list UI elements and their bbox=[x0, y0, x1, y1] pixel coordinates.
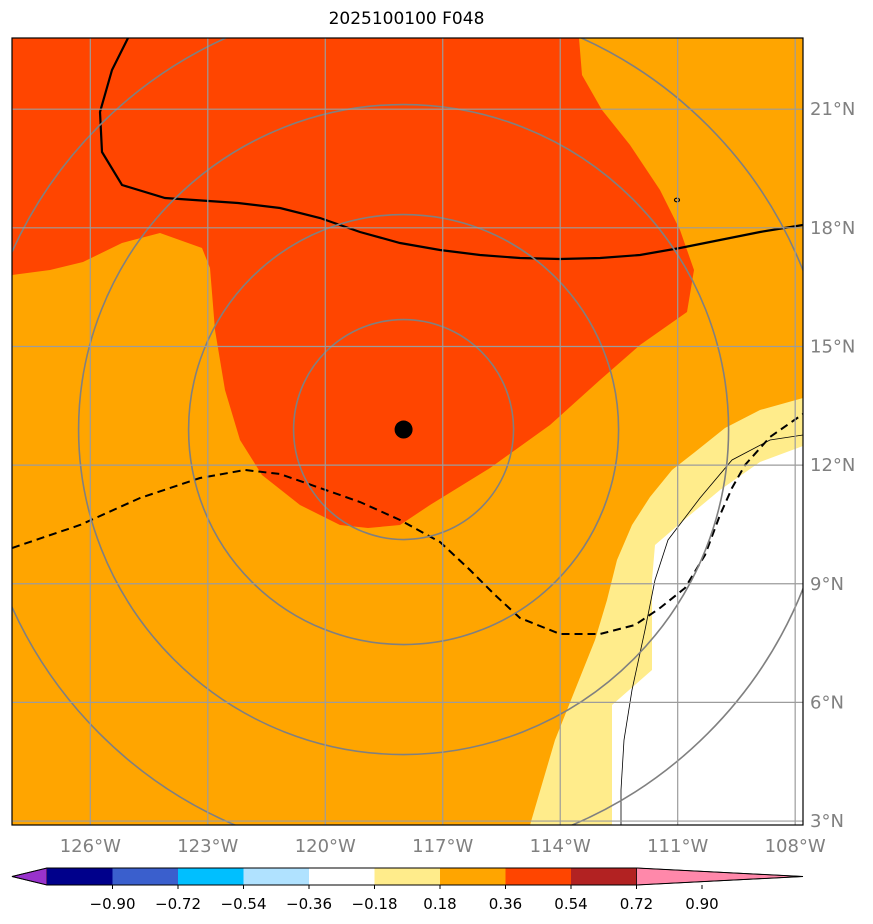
colorbar-tick-label: 0.36 bbox=[489, 895, 522, 913]
dashed-contour bbox=[12, 413, 803, 635]
lat-tick-label: 3°N bbox=[810, 811, 844, 832]
gridlines bbox=[12, 38, 803, 825]
lon-tick-label: 120°W bbox=[295, 836, 356, 857]
coastline bbox=[620, 434, 803, 825]
range-ring bbox=[187, 213, 620, 646]
lat-tick-label: 21°N bbox=[810, 99, 855, 120]
lat-tick-labels: 21°N 18°N 15°N 12°N 9°N 6°N 3°N bbox=[810, 99, 855, 832]
colorbar-segment bbox=[47, 868, 113, 885]
field-none bbox=[612, 446, 803, 825]
island bbox=[673, 197, 681, 203]
lat-tick-label: 12°N bbox=[810, 455, 855, 476]
solid-contour bbox=[98, 38, 803, 261]
lat-tick-label: 15°N bbox=[810, 336, 855, 357]
lat-tick-label: 6°N bbox=[810, 692, 844, 713]
colorbar-segment bbox=[505, 868, 571, 885]
lat-tick-label: 9°N bbox=[810, 574, 844, 595]
colorbar-tick-label: −0.72 bbox=[155, 895, 201, 913]
lon-tick-label: 126°W bbox=[60, 836, 121, 857]
colorbar-extend-high bbox=[636, 867, 804, 886]
range-ring bbox=[292, 318, 515, 541]
lat-tick-label: 18°N bbox=[810, 218, 855, 239]
colorbar-segment bbox=[440, 868, 506, 885]
range-rings bbox=[12, 38, 803, 825]
colorbar-tick-label: −0.54 bbox=[221, 895, 267, 913]
lon-tick-label: 117°W bbox=[412, 836, 473, 857]
colorbar-segments bbox=[11, 867, 804, 886]
map-title: 2025100100 F048 bbox=[328, 9, 485, 29]
colorbar-tick-label: 0.18 bbox=[423, 895, 456, 913]
colorbar-tick-label: 0.72 bbox=[620, 895, 653, 913]
field-high bbox=[12, 38, 694, 528]
lon-tick-label: 123°W bbox=[177, 836, 238, 857]
colorbar-outline bbox=[11, 867, 804, 886]
plot-frame bbox=[11, 37, 804, 826]
colorbar-tick-label: 0.90 bbox=[685, 895, 718, 913]
lon-tick-label: 111°W bbox=[647, 836, 708, 857]
colorbar-tick-label: −0.36 bbox=[286, 895, 332, 913]
colorbar-segment bbox=[178, 868, 244, 885]
colorbar-extend-low bbox=[11, 867, 48, 886]
lon-tick-label: 108°W bbox=[765, 836, 826, 857]
colorbar-tick-label: 0.54 bbox=[554, 895, 587, 913]
colorbar-segment bbox=[571, 868, 637, 885]
storm-center-marker bbox=[394, 420, 413, 439]
range-ring bbox=[77, 103, 730, 756]
map-plot: 126°W 123°W 120°W 117°W 114°W 111°W 108°W 21°N… bbox=[11, 37, 855, 857]
lon-tick-labels: 126°W 123°W 120°W 117°W 114°W 111°W 108°W bbox=[60, 836, 826, 857]
lon-tick-label: 114°W bbox=[530, 836, 591, 857]
colorbar-segment bbox=[374, 868, 440, 885]
colorbar-tick-label: −0.90 bbox=[90, 895, 136, 913]
colorbar-segment bbox=[112, 868, 178, 885]
colorbar-tick-labels: −0.90 −0.72 −0.54 −0.36 −0.18 0.18 0.36 0.54 0.7… bbox=[90, 885, 719, 913]
colorbar-tick-label: −0.18 bbox=[352, 895, 398, 913]
colorbar-segment bbox=[243, 868, 309, 885]
colorbar-segment bbox=[309, 868, 375, 885]
